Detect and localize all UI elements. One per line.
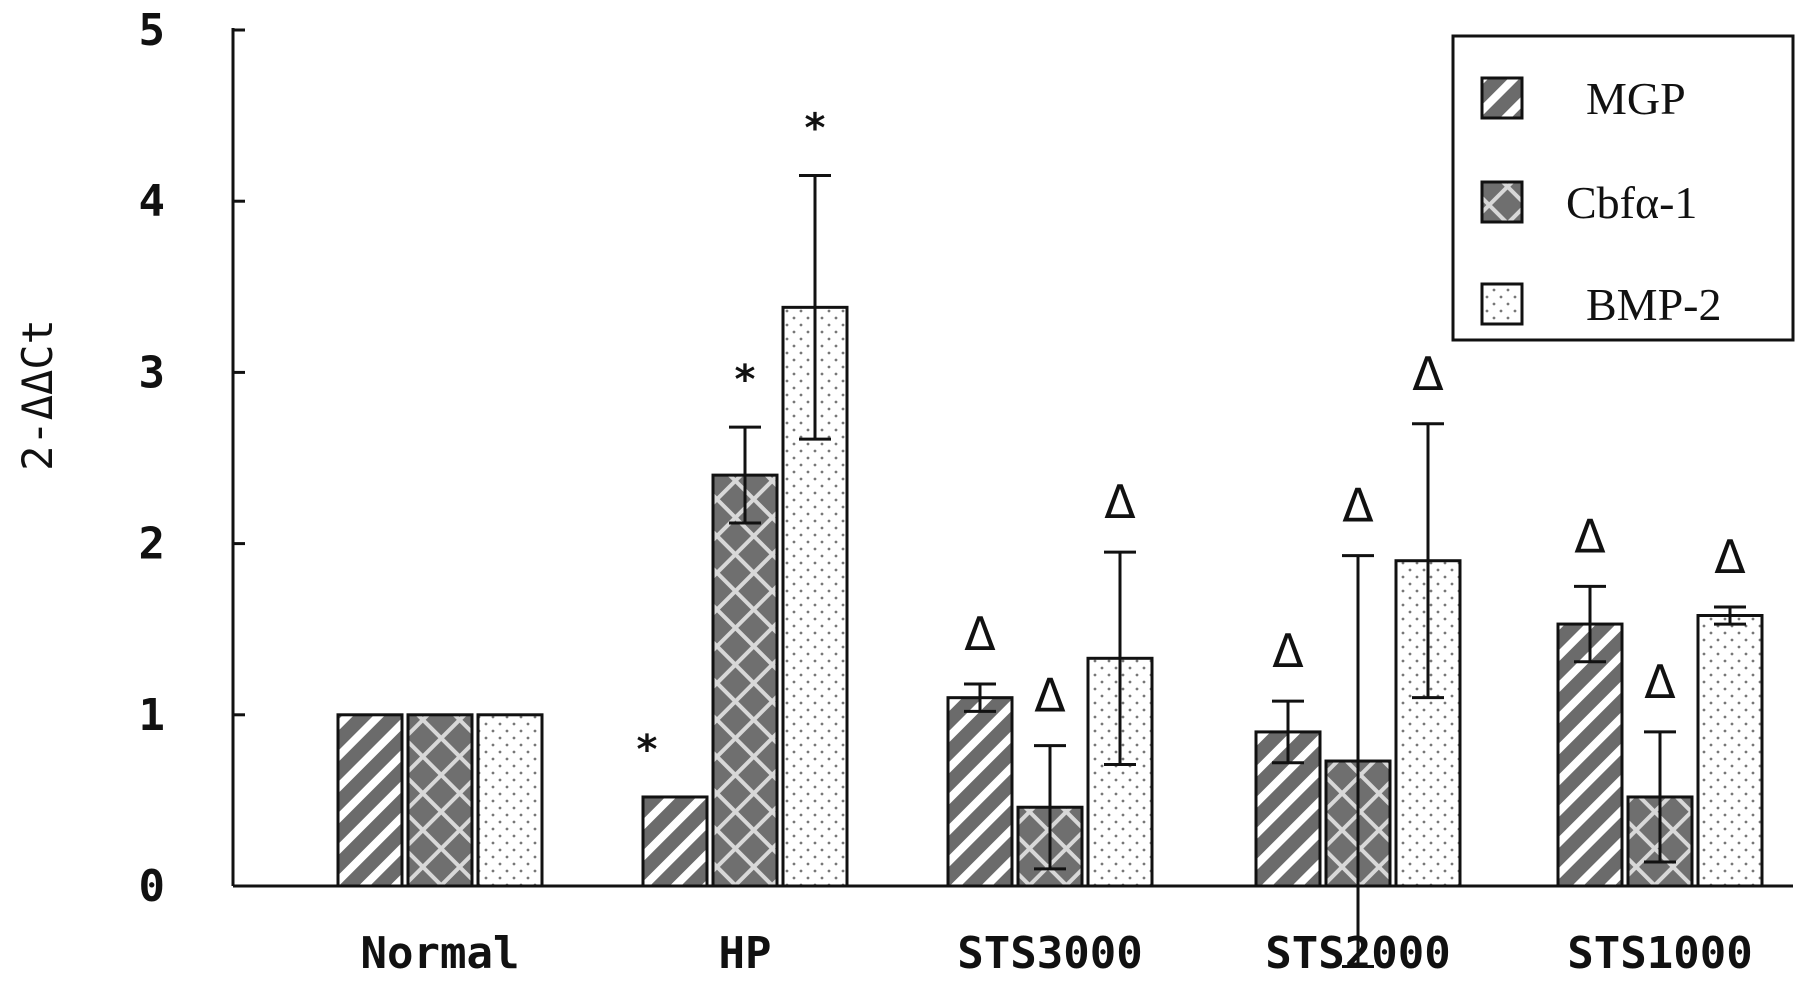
x-category-label: STS1000 <box>1567 928 1752 979</box>
legend-label-bmp2: BMP-2 <box>1586 279 1721 330</box>
y-axis-label: 2-ΔΔCt <box>13 319 62 471</box>
annotation-mark: Δ <box>1104 475 1136 529</box>
annotation-mark: Δ <box>1574 509 1606 563</box>
chart-svg: *Δ ΔΔ*ΔΔΔ*ΔΔΔ 012345Normal HP STS3000 STS200… <box>0 0 1800 991</box>
y-tick-label: 1 <box>139 690 166 741</box>
x-category-label: HP <box>719 928 772 979</box>
bar <box>1558 624 1622 886</box>
annotation-mark: Δ <box>1034 669 1066 723</box>
y-tick-label: 2 <box>139 519 166 570</box>
x-category-label: STS3000 <box>957 928 1142 979</box>
annotation-mark: Δ <box>1644 655 1676 709</box>
bar <box>713 475 777 886</box>
annotation-mark: Δ <box>1714 530 1746 584</box>
legend: MGP Cbfα-1 BMP-2 <box>1453 36 1793 340</box>
bar <box>408 715 472 886</box>
bar <box>338 715 402 886</box>
y-tick-label: 3 <box>139 347 166 398</box>
annotation-mark: * <box>735 357 756 403</box>
legend-swatch-cbfa1 <box>1482 182 1522 222</box>
annotation-mark: Δ <box>1272 624 1304 678</box>
chart: * Δ Δ Δ * Δ Δ Δ * Δ Δ Δ 0 1 2 3 4 5 Normal HP STS3000 STS200… <box>0 0 1800 991</box>
legend-swatch-bmp2 <box>1482 284 1522 324</box>
x-category-label: Normal <box>361 928 520 979</box>
annotation-mark: Δ <box>1412 347 1444 401</box>
legend-label-mgp: MGP <box>1586 73 1686 124</box>
bar <box>948 698 1012 886</box>
annotation-mark: Δ <box>1342 479 1374 533</box>
bar <box>643 797 707 886</box>
y-tick-label: 0 <box>139 861 166 912</box>
annotation-mark: Δ <box>964 607 996 661</box>
y-tick-label: 5 <box>139 5 166 56</box>
bar <box>478 715 542 886</box>
y-tick-label: 4 <box>139 176 166 227</box>
legend-swatch-mgp <box>1482 78 1522 118</box>
annotation-mark: * <box>805 106 826 152</box>
bar <box>1698 616 1762 886</box>
legend-label-cbfa1: Cbfα-1 <box>1566 177 1697 228</box>
x-category-label: STS2000 <box>1265 928 1450 979</box>
annotation-mark: * <box>637 727 658 773</box>
